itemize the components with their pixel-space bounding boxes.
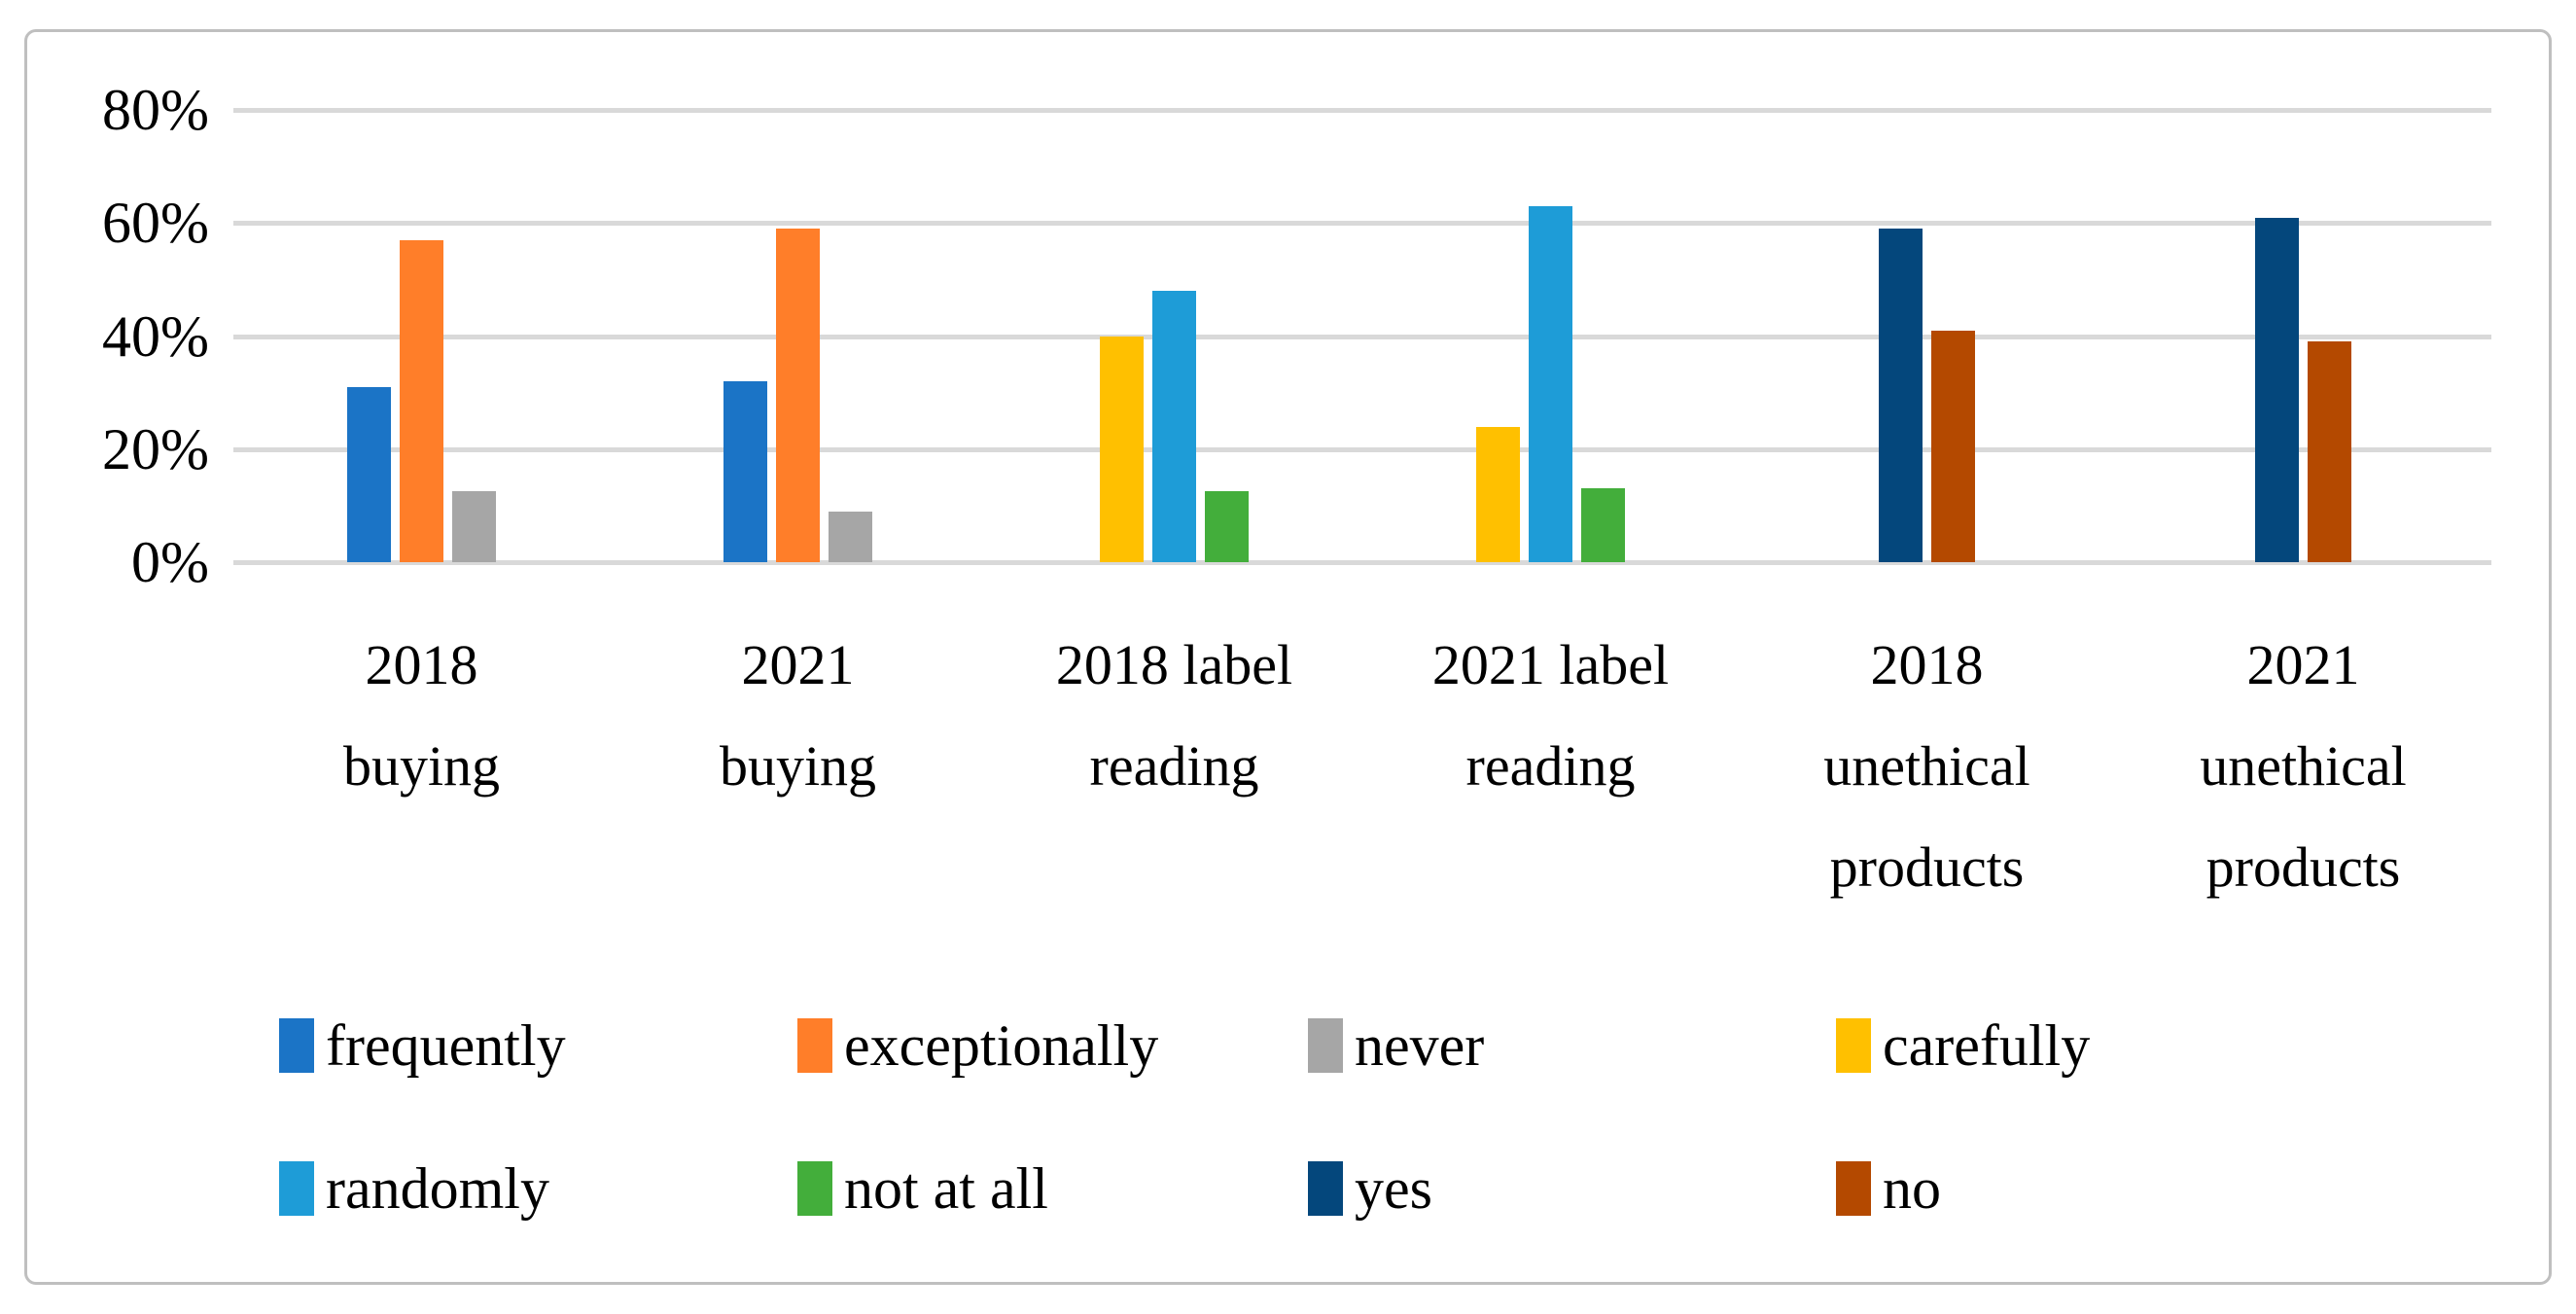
- legend-label: frequently: [326, 1013, 566, 1078]
- x-category-label-line: 2021: [2246, 633, 2360, 696]
- gridline: [233, 221, 2491, 227]
- legend-item-carefully: carefully: [1836, 1013, 2091, 1078]
- bar-no: [1931, 330, 1975, 562]
- legend-item-never: never: [1308, 1013, 1485, 1078]
- y-tick-label: 20%: [102, 416, 209, 481]
- bar-group: [2115, 39, 2491, 562]
- x-category-label: 2021 unethical products: [2115, 615, 2491, 918]
- y-tick-label: 60%: [102, 191, 209, 256]
- x-category-label: 2018 label reading: [986, 615, 1362, 918]
- legend-label: randomly: [326, 1156, 549, 1221]
- x-category-label-line: 2018: [1870, 633, 1984, 696]
- x-category-label-line: unethical: [2200, 734, 2407, 798]
- legend-swatch: [279, 1161, 314, 1216]
- x-category-label-line: unethical: [1823, 734, 2030, 798]
- x-category-label: 2018 buying: [233, 615, 610, 918]
- legend-item-exceptionally: exceptionally: [797, 1013, 1159, 1078]
- bar-carefully: [1476, 426, 1520, 562]
- legend-swatch: [1836, 1018, 1871, 1073]
- x-category-label-line: products: [2205, 835, 2401, 899]
- x-category-label-line: buying: [719, 734, 877, 798]
- legend-swatch: [279, 1018, 314, 1073]
- bar-never: [829, 511, 872, 562]
- x-category-label-line: reading: [1089, 734, 1259, 798]
- legend-label: exceptionally: [844, 1013, 1159, 1078]
- bar-group: [1739, 39, 2115, 562]
- gridline: [233, 446, 2491, 452]
- y-tick-label: 0%: [131, 530, 209, 594]
- bar-group: [1362, 39, 1739, 562]
- y-tick-label: 80%: [102, 78, 209, 143]
- legend-swatch: [1308, 1018, 1343, 1073]
- legend-item-no: no: [1836, 1156, 1941, 1221]
- bar-randomly: [1529, 205, 1572, 562]
- legend-label: no: [1883, 1156, 1941, 1221]
- bar-never: [452, 491, 496, 562]
- legend-swatch: [1836, 1161, 1871, 1216]
- legend-swatch: [797, 1161, 832, 1216]
- x-category-label-line: 2021: [741, 633, 855, 696]
- x-category-label-line: 2018: [365, 633, 478, 696]
- gridline: [233, 334, 2491, 339]
- legend-swatch: [797, 1018, 832, 1073]
- legend-item-yes: yes: [1308, 1156, 1432, 1221]
- legend-label: yes: [1355, 1156, 1432, 1221]
- legend-label: carefully: [1883, 1013, 2091, 1078]
- gridline: [233, 108, 2491, 114]
- bar-randomly: [1152, 291, 1196, 562]
- x-category-label-line: 2021 label: [1431, 633, 1670, 696]
- legend-item-frequently: frequently: [279, 1013, 566, 1078]
- x-category-label-line: buying: [342, 734, 501, 798]
- bar-yes: [2255, 217, 2299, 562]
- x-category-label-line: reading: [1465, 734, 1636, 798]
- x-category-label: 2021 label reading: [1362, 615, 1739, 918]
- legend-label: not at all: [844, 1156, 1048, 1221]
- x-axis-labels: 2018 buying 2021 buying 2018 label reading 202…: [233, 615, 2491, 918]
- bar-frequently: [347, 386, 391, 562]
- plot-area: [233, 39, 2491, 562]
- x-category-label-line: products: [1829, 835, 2025, 899]
- bar-group: [610, 39, 986, 562]
- bar-not-at-all: [1581, 488, 1625, 562]
- x-category-label-line: 2018 label: [1055, 633, 1293, 696]
- y-tick-label: 40%: [102, 303, 209, 369]
- chart-border-frame: [24, 29, 2552, 1285]
- bar-not-at-all: [1205, 491, 1249, 562]
- bar-exceptionally: [400, 239, 443, 562]
- bar-no: [2308, 341, 2351, 562]
- legend-item-randomly: randomly: [279, 1156, 549, 1221]
- gridline: [233, 560, 2491, 565]
- bar-group: [986, 39, 1362, 562]
- x-category-label: 2018 unethical products: [1739, 615, 2115, 918]
- bar-carefully: [1100, 336, 1144, 562]
- bar-group: [233, 39, 610, 562]
- legend-label: never: [1355, 1013, 1485, 1078]
- legend-item-not-at-all: not at all: [797, 1156, 1048, 1221]
- x-category-label: 2021 buying: [610, 615, 986, 918]
- bar-frequently: [723, 381, 767, 562]
- bar-yes: [1879, 229, 1923, 562]
- bar-exceptionally: [776, 229, 820, 562]
- legend-swatch: [1308, 1161, 1343, 1216]
